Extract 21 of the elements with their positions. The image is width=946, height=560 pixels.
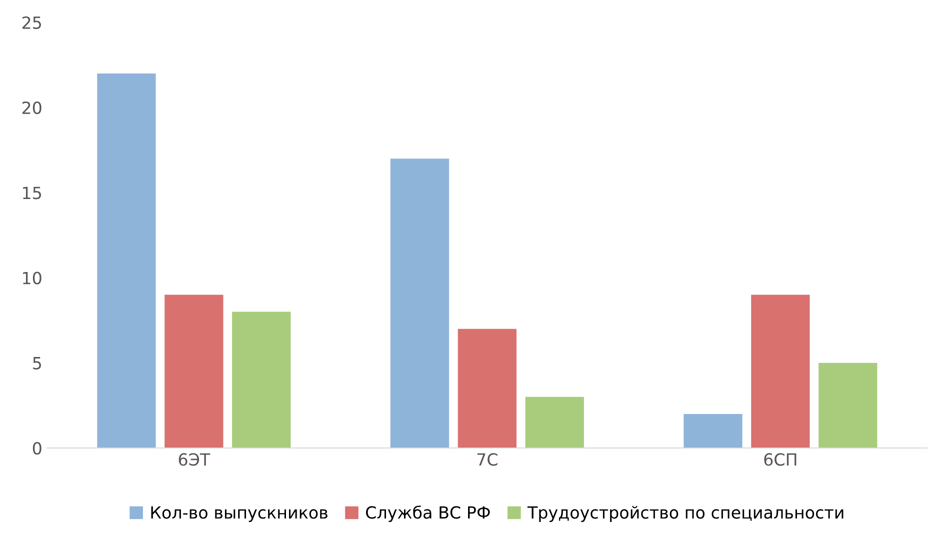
y-tick-label: 20	[22, 101, 42, 114]
bar	[390, 158, 450, 448]
y-tick-label: 5	[33, 357, 41, 370]
bar	[232, 312, 291, 448]
bar	[458, 328, 517, 448]
bar	[751, 294, 810, 448]
bar	[164, 294, 224, 448]
x-tick-label: 6СП	[764, 453, 796, 466]
bar	[97, 73, 156, 448]
legend-label: Служба ВС РФ	[366, 506, 490, 522]
y-tick-label: 0	[32, 442, 42, 455]
y-tick-label: 25	[22, 16, 41, 29]
y-tick-label: 10	[23, 272, 42, 284]
y-tick-label: 15	[23, 186, 41, 200]
legend-label: Трудоустройство по специальности	[527, 506, 844, 522]
bar	[525, 396, 584, 448]
legend-label: Кол-во выпускников	[151, 506, 328, 522]
bar	[684, 414, 742, 448]
bar	[818, 362, 878, 448]
x-tick-label: 7С	[477, 453, 498, 466]
x-tick-label: 6ЭТ	[178, 453, 210, 466]
